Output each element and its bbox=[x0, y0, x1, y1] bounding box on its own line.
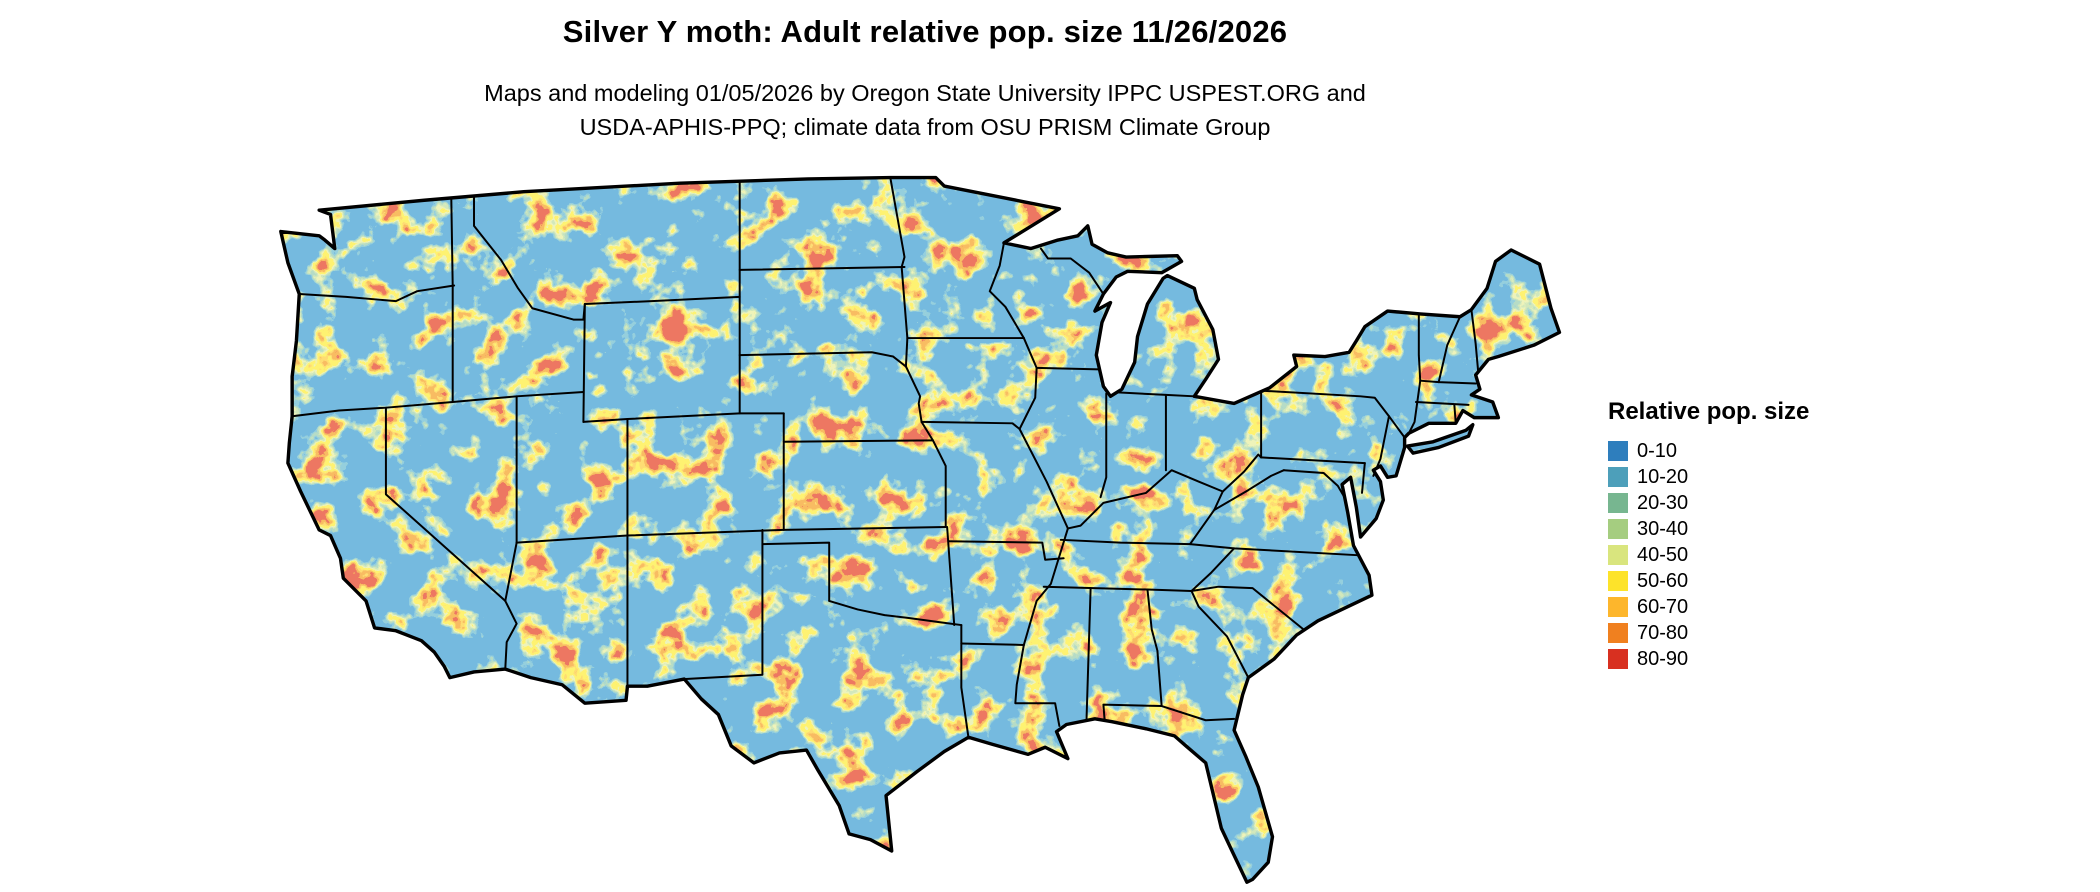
header: Silver Y moth: Adult relative pop. size … bbox=[125, 14, 1725, 144]
legend-swatch bbox=[1608, 597, 1628, 617]
legend-swatch bbox=[1608, 649, 1628, 669]
legend-swatch bbox=[1608, 623, 1628, 643]
legend-label: 0-10 bbox=[1637, 439, 1678, 462]
subtitle-line-2: USDA-APHIS-PPQ; climate data from OSU PR… bbox=[579, 114, 1271, 140]
legend-item: 20-30 bbox=[1608, 490, 1809, 516]
us-outline bbox=[279, 175, 1562, 884]
map-canvas bbox=[279, 175, 1562, 884]
legend-swatch bbox=[1608, 493, 1628, 513]
legend-item: 30-40 bbox=[1608, 516, 1809, 542]
legend-label: 60-70 bbox=[1637, 595, 1689, 618]
legend-label: 50-60 bbox=[1637, 569, 1689, 592]
legend-label: 40-50 bbox=[1637, 543, 1689, 566]
subtitle: Maps and modeling 01/05/2026 by Oregon S… bbox=[125, 76, 1725, 144]
legend-label: 20-30 bbox=[1637, 491, 1689, 514]
page-title: Silver Y moth: Adult relative pop. size … bbox=[562, 14, 1288, 49]
legend-swatch bbox=[1608, 441, 1628, 461]
us-population-map bbox=[268, 166, 1568, 892]
legend-item: 60-70 bbox=[1608, 594, 1809, 620]
subtitle-line-1: Maps and modeling 01/05/2026 by Oregon S… bbox=[484, 80, 1366, 106]
legend-item: 50-60 bbox=[1608, 568, 1809, 594]
legend: Relative pop. size 0-10 10-20 20-30 30-4… bbox=[1608, 398, 1809, 672]
legend-item: 0-10 bbox=[1608, 438, 1809, 464]
legend-swatch bbox=[1608, 519, 1628, 539]
legend-swatch bbox=[1608, 467, 1628, 487]
state-borders bbox=[291, 177, 1480, 739]
legend-item: 40-50 bbox=[1608, 542, 1809, 568]
population-raster bbox=[280, 177, 1560, 883]
legend-label: 10-20 bbox=[1637, 465, 1689, 488]
legend-title: Relative pop. size bbox=[1608, 398, 1810, 425]
legend-label: 30-40 bbox=[1637, 517, 1689, 540]
legend-item: 70-80 bbox=[1608, 620, 1809, 646]
legend-items: 0-10 10-20 20-30 30-40 40-50 50-60 60-70… bbox=[1608, 438, 1809, 672]
legend-label: 70-80 bbox=[1637, 621, 1689, 644]
legend-swatch bbox=[1608, 571, 1628, 591]
legend-label: 80-90 bbox=[1637, 647, 1689, 670]
legend-swatch bbox=[1608, 545, 1628, 565]
legend-item: 10-20 bbox=[1608, 464, 1809, 490]
legend-item: 80-90 bbox=[1608, 646, 1809, 672]
